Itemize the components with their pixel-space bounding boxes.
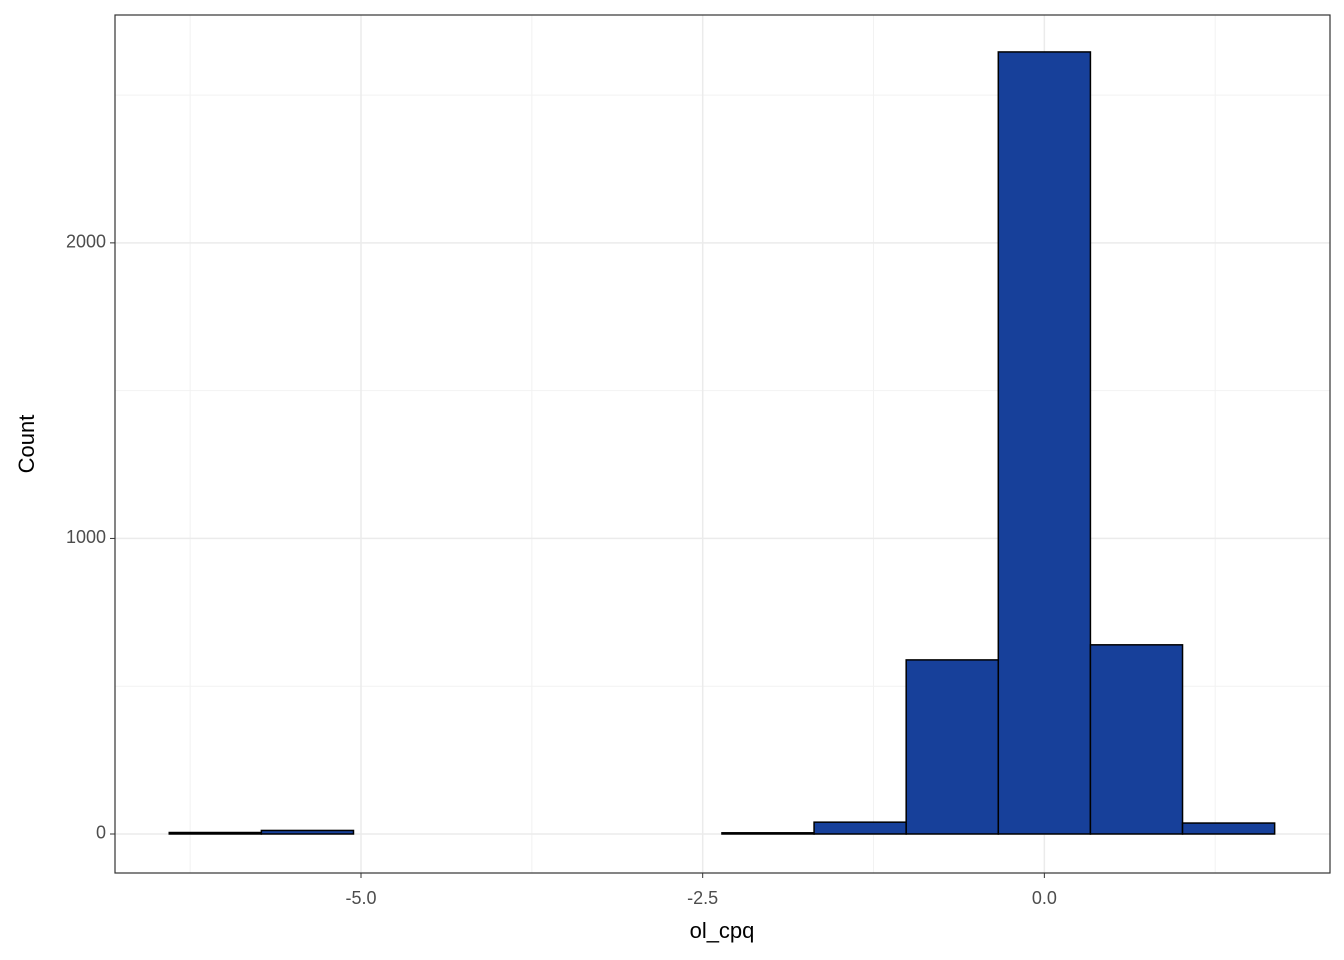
bar bbox=[997, 51, 1092, 835]
bar bbox=[813, 821, 907, 835]
bar bbox=[260, 829, 355, 835]
y-tick-label: 2000 bbox=[66, 232, 106, 252]
x-tick-label: -5.0 bbox=[345, 888, 376, 908]
bar bbox=[1181, 822, 1276, 835]
y-tick-label: 1000 bbox=[66, 527, 106, 547]
x-tick-label: -2.5 bbox=[687, 888, 718, 908]
x-axis-title: ol_cpq bbox=[690, 918, 755, 943]
bar bbox=[721, 832, 815, 835]
bar bbox=[1089, 644, 1184, 835]
x-tick-label: 0.0 bbox=[1032, 888, 1057, 908]
bar bbox=[905, 659, 1000, 835]
bar bbox=[168, 831, 263, 835]
y-tick-label: 0 bbox=[96, 823, 106, 843]
plot-border bbox=[114, 14, 1331, 874]
y-axis-title: Count bbox=[14, 415, 39, 474]
